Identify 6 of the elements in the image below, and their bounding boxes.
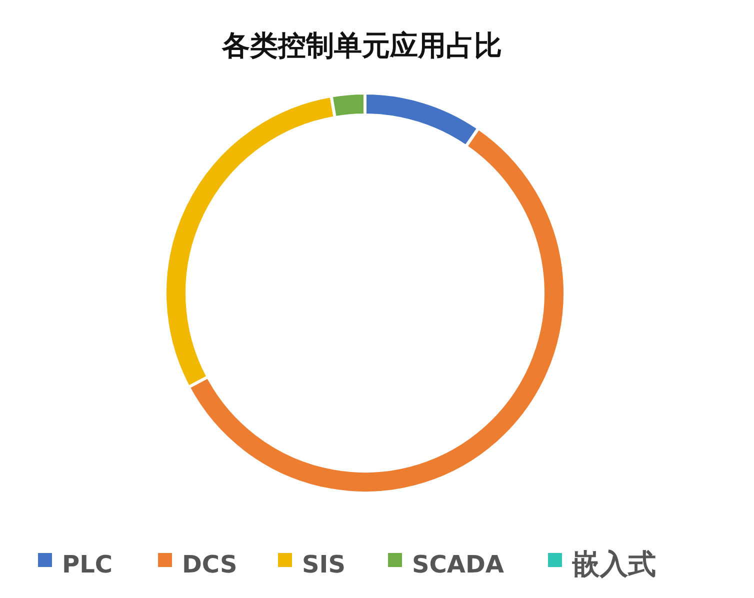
legend-label: SCADA bbox=[412, 550, 504, 579]
legend-label: DCS bbox=[182, 550, 238, 579]
chart-title: 各类控制单元应用占比 bbox=[221, 29, 502, 62]
legend-label: 嵌入式 bbox=[571, 548, 656, 581]
legend-label: PLC bbox=[62, 550, 112, 579]
legend-label: SIS bbox=[302, 550, 346, 579]
